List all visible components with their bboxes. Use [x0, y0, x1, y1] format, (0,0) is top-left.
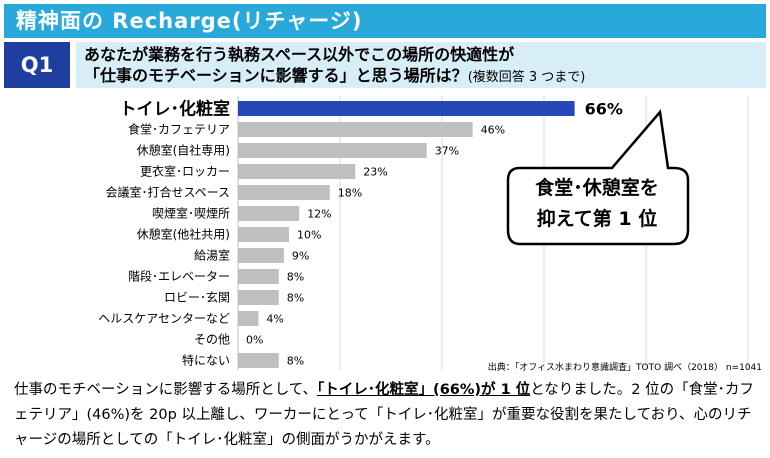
bar	[238, 143, 427, 158]
value-label: 0%	[246, 334, 263, 347]
question-line-2-text: 「仕事のモチベーションに影響する」と思う場所は？	[84, 66, 468, 85]
question-line-1: あなたが業務を行う執務スペース以外でこの場所の快適性が	[84, 45, 515, 64]
source-note: 出典：「オフィス水まわり意識調査」TOTO 調べ（2018） n=1041	[487, 363, 762, 373]
value-label: 8%	[287, 355, 304, 368]
bar	[238, 353, 279, 368]
bar	[238, 122, 473, 137]
value-label: 37%	[435, 145, 459, 158]
category-label: 給湯室	[194, 248, 230, 263]
bar	[238, 248, 284, 263]
value-label: 4%	[266, 313, 283, 326]
category-label: 喫煙室･喫煙所	[152, 206, 230, 221]
footer-paragraph: 仕事のモチベーションに影響する場所として、「トイレ･化粧室」(66%)が 1 位…	[14, 378, 762, 453]
bar	[238, 185, 330, 200]
question-number: Q1	[4, 42, 70, 88]
section-title: 精神面の Recharge(リチャージ)	[16, 9, 363, 33]
category-label: 休憩室(他社共用)	[137, 227, 230, 242]
category-label: 会議室･打合せスペース	[105, 185, 230, 200]
callout-line-2: 抑えて第 1 位	[536, 208, 658, 230]
value-label: 66%	[585, 100, 623, 119]
value-label: 10%	[297, 229, 321, 242]
value-label: 12%	[307, 208, 331, 221]
bar	[238, 311, 259, 326]
bar-chart: トイレ･化粧室 66% 食堂･カフェテリア 46% 休憩室(自社専用) 37% 更衣室･ロッ…	[98, 96, 749, 370]
value-label: 18%	[338, 187, 362, 200]
question-line-2: 「仕事のモチベーションに影響する」と思う場所は？(複数回答 3 つまで)	[84, 65, 766, 88]
bar	[238, 164, 356, 179]
category-label: ロビー･玄関	[164, 290, 230, 305]
value-label: 9%	[292, 250, 309, 263]
footer-text-1: 仕事のモチベーションに影響する場所として、	[14, 382, 318, 398]
category-label: 更衣室･ロッカー	[140, 164, 230, 179]
value-label: 46%	[481, 124, 505, 137]
bar	[238, 206, 300, 221]
category-label: 休憩室(自社専用)	[137, 143, 230, 158]
callout-line-1: 食堂･休憩室を	[535, 177, 659, 199]
value-label: 8%	[287, 292, 304, 305]
bar	[238, 101, 575, 116]
value-label: 23%	[363, 166, 387, 179]
category-label: 特にない	[182, 353, 230, 368]
footer-highlight: 「トイレ･化粧室」(66%)が 1 位	[317, 382, 531, 398]
footer-text-2: となりました。2 位の「食堂･カフェテリア」(46%)を 20p 以上離し、ワー…	[14, 382, 754, 448]
category-label: 食堂･カフェテリア	[128, 122, 230, 137]
value-label: 8%	[287, 271, 304, 284]
bar	[238, 290, 279, 305]
category-label: その他	[194, 333, 230, 347]
category-label: 階段･エレベーター	[128, 269, 230, 284]
question-text: あなたが業務を行う執務スペース以外でこの場所の快適性が 「仕事のモチベーションに…	[76, 42, 766, 88]
question-note: (複数回答 3 つまで)	[467, 70, 586, 85]
category-label: トイレ･化粧室	[120, 99, 231, 120]
callout-bubble	[506, 109, 690, 246]
bar	[238, 227, 289, 242]
section-header: 精神面の Recharge(リチャージ)	[4, 4, 766, 38]
category-label: ヘルスケアセンターなど	[98, 312, 230, 326]
bar	[238, 269, 279, 284]
callout-text: 食堂･休憩室を 抑えて第 1 位	[510, 166, 684, 242]
